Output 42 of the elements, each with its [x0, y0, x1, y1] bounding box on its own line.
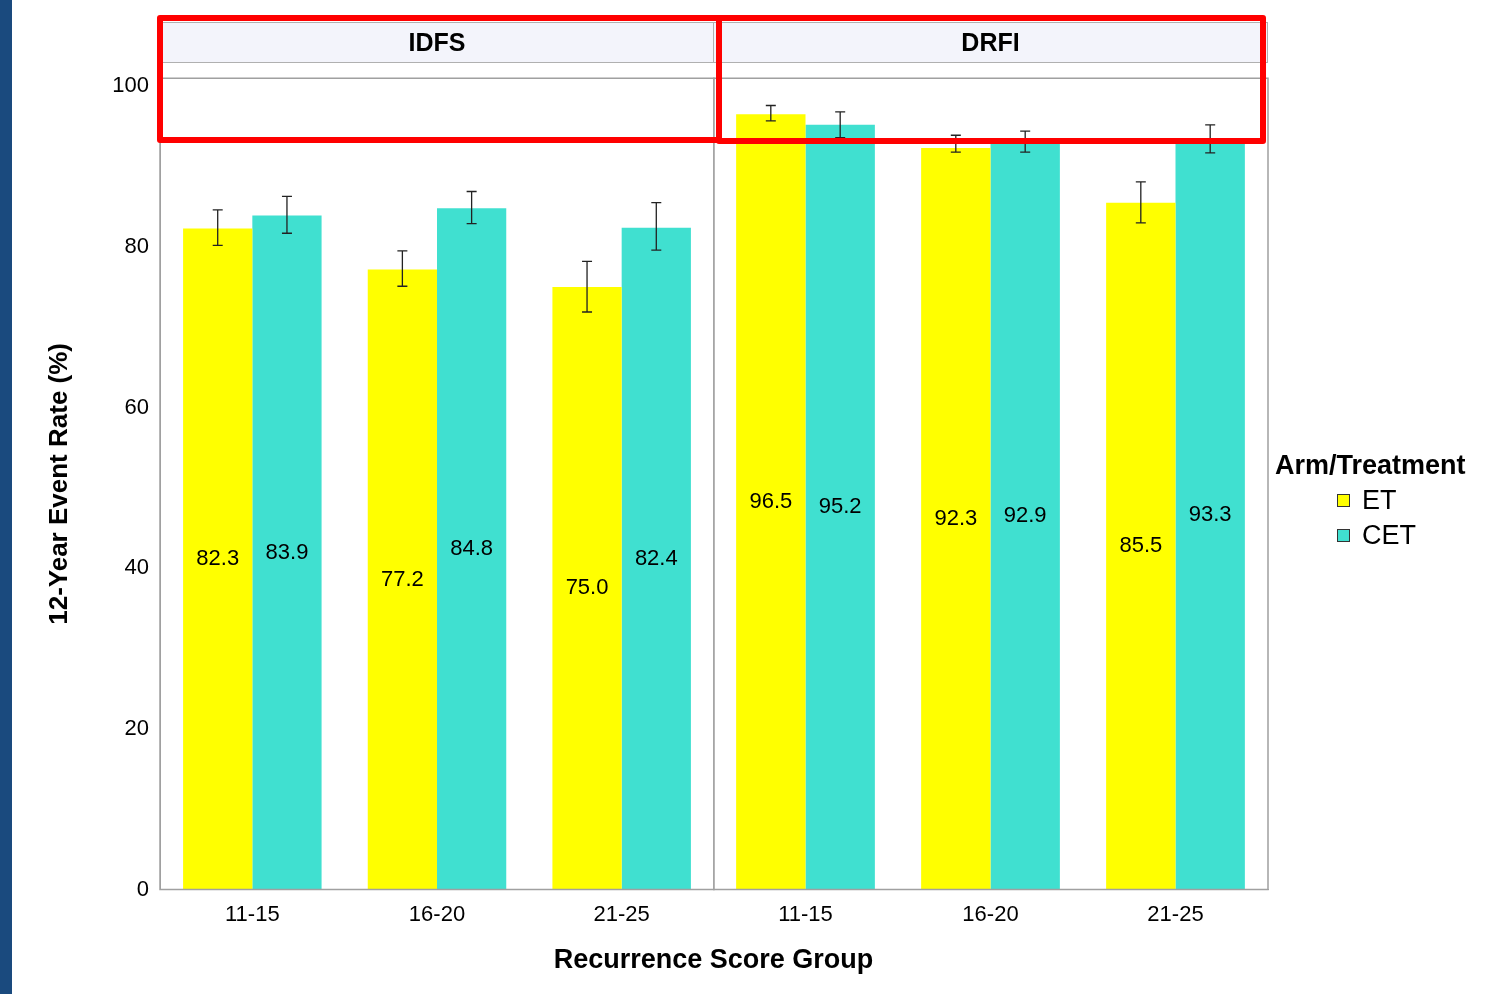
x-axis-title: Recurrence Score Group [552, 944, 875, 975]
bar [552, 287, 622, 890]
bar [1106, 202, 1176, 890]
data-label: 96.5 [749, 488, 793, 514]
bar [805, 124, 875, 890]
y-tick-label: 0 [136, 875, 149, 901]
y-tick-label: 60 [124, 393, 149, 419]
legend-label: CET [1362, 519, 1416, 552]
data-label: 85.5 [1119, 532, 1163, 558]
bar [990, 143, 1060, 890]
x-tick-label: 21-25 [1147, 900, 1204, 926]
y-axis-title: 12-Year Event Rate (%) [42, 343, 73, 625]
x-tick-label: 11-15 [225, 900, 280, 926]
y-tick-label: 40 [124, 554, 149, 580]
data-label: 92.3 [934, 504, 978, 530]
chart-title: DRFI [713, 22, 1268, 63]
data-label: 82.3 [196, 545, 240, 571]
bar [183, 228, 253, 890]
y-tick-label: 20 [124, 714, 149, 740]
bar [736, 114, 806, 890]
bar [921, 148, 991, 890]
bar [437, 208, 507, 890]
chart-title: IDFS [160, 22, 714, 63]
legend-title: Arm/Treatment [1275, 450, 1466, 481]
data-label: 82.4 [634, 544, 678, 570]
x-tick-label: 21-25 [593, 900, 650, 926]
data-label: 83.9 [265, 538, 309, 564]
data-label: 75.0 [565, 574, 609, 600]
bar [621, 227, 691, 890]
data-label: 93.3 [1188, 500, 1232, 526]
data-label: 95.2 [818, 493, 862, 519]
legend-label: ET [1362, 484, 1397, 517]
x-tick-label: 16-20 [962, 900, 1019, 926]
data-label: 84.8 [450, 535, 494, 561]
x-tick-label: 16-20 [408, 900, 466, 926]
data-label: 92.9 [1003, 502, 1047, 528]
bar [367, 269, 437, 890]
bar [252, 215, 322, 890]
y-tick-label: 100 [112, 72, 149, 98]
x-tick-label: 11-15 [778, 900, 833, 926]
data-label: 77.2 [380, 565, 424, 591]
y-tick-label: 80 [124, 232, 149, 258]
